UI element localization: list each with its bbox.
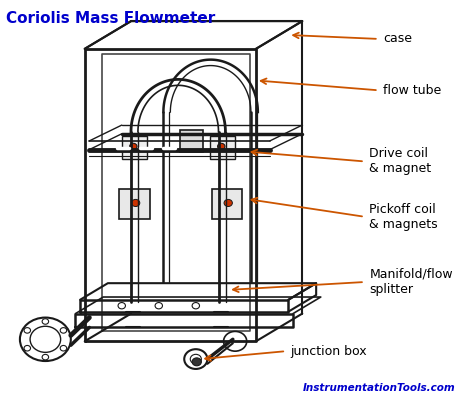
Circle shape [129,143,137,150]
Text: flow tube: flow tube [383,84,442,97]
Circle shape [42,354,49,360]
Circle shape [131,199,140,207]
Circle shape [218,143,225,150]
Bar [212,189,242,219]
Circle shape [60,328,67,333]
Bar [119,189,149,219]
Text: case: case [383,32,412,45]
Bar [180,130,203,152]
Circle shape [192,358,201,366]
Text: Manifold/flow
splitter: Manifold/flow splitter [369,268,453,296]
Text: InstrumentationTools.com: InstrumentationTools.com [302,382,455,393]
Bar [210,136,235,160]
Circle shape [224,199,232,207]
Bar [122,136,147,160]
Circle shape [24,345,30,351]
Circle shape [60,345,67,351]
Circle shape [24,328,30,333]
Text: Drive coil
& magnet: Drive coil & magnet [369,147,431,176]
Text: Pickoff coil
& magnets: Pickoff coil & magnets [369,203,438,231]
Text: junction box: junction box [291,345,367,358]
Text: Coriolis Mass Flowmeter: Coriolis Mass Flowmeter [6,11,215,26]
Circle shape [42,319,49,324]
